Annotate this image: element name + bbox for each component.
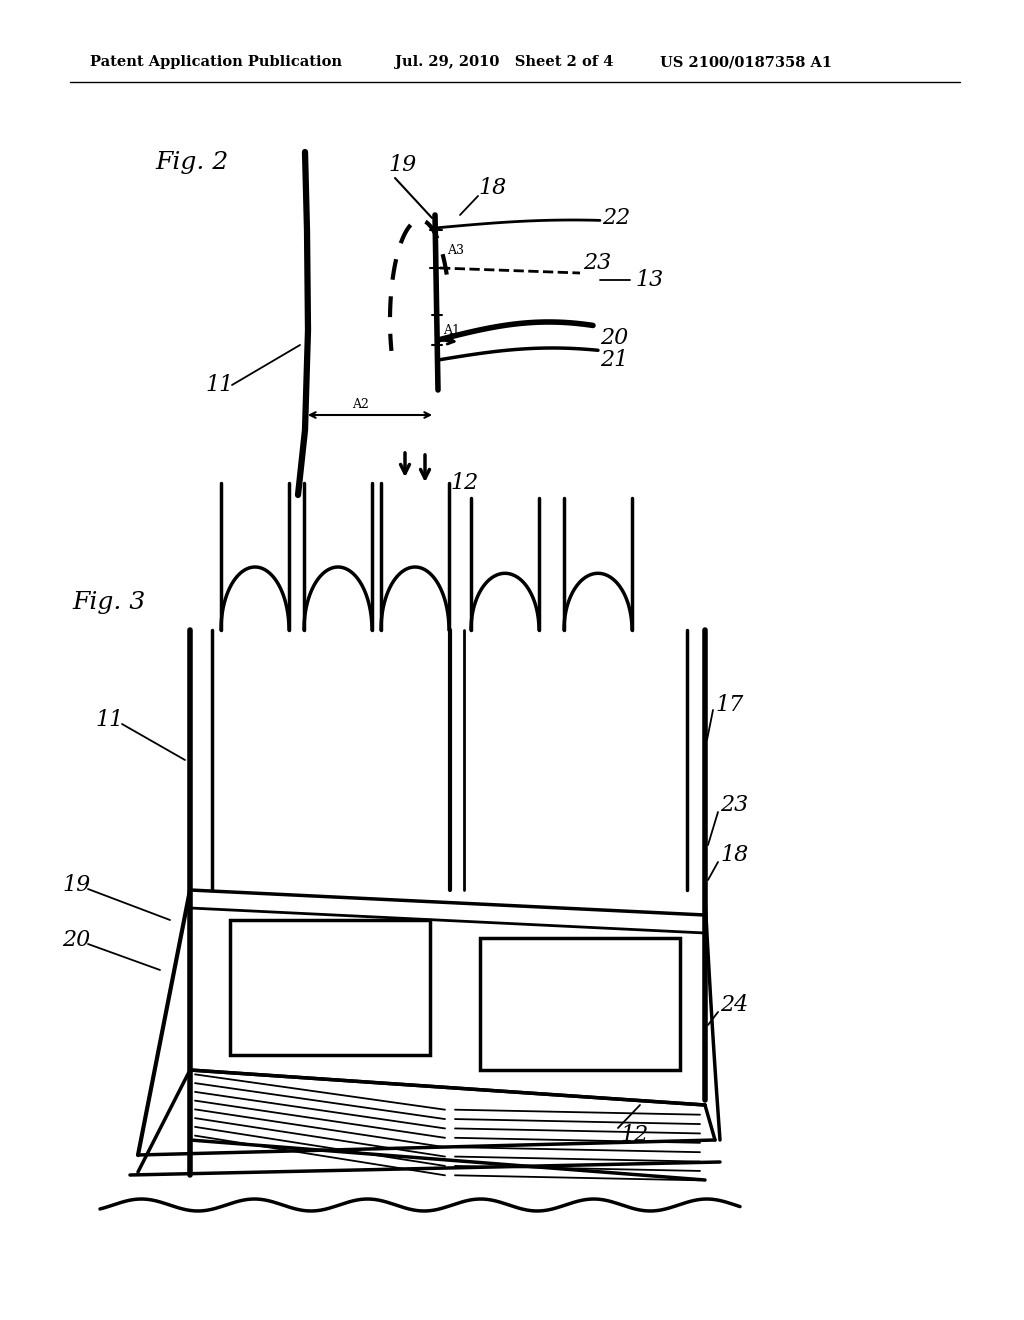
Text: 20: 20 (62, 929, 90, 950)
Text: 11: 11 (95, 709, 123, 731)
Text: 13: 13 (635, 269, 664, 290)
Bar (480, 939, 680, 1071)
Text: 21: 21 (600, 348, 629, 371)
Text: A2: A2 (352, 399, 369, 412)
Text: 24: 24 (720, 994, 749, 1016)
Text: 20: 20 (600, 327, 629, 348)
Text: Patent Application Publication: Patent Application Publication (90, 55, 342, 69)
Bar (230, 920, 430, 1055)
Text: 19: 19 (62, 874, 90, 896)
Text: 19: 19 (388, 154, 416, 176)
Text: 18: 18 (478, 177, 506, 199)
Text: 11: 11 (205, 374, 233, 396)
Text: Fig. 2: Fig. 2 (155, 152, 228, 174)
Text: Fig. 3: Fig. 3 (72, 590, 145, 614)
Text: 23: 23 (583, 252, 611, 275)
Text: 12: 12 (450, 473, 478, 494)
Text: A1: A1 (443, 323, 460, 337)
Text: Jul. 29, 2010   Sheet 2 of 4: Jul. 29, 2010 Sheet 2 of 4 (395, 55, 613, 69)
Text: 17: 17 (715, 694, 743, 715)
Text: 23: 23 (720, 795, 749, 816)
Text: 18: 18 (720, 843, 749, 866)
Text: 22: 22 (602, 207, 630, 228)
Text: US 2100/0187358 A1: US 2100/0187358 A1 (660, 55, 833, 69)
Text: 12: 12 (620, 1125, 648, 1146)
Text: A3: A3 (447, 243, 464, 256)
